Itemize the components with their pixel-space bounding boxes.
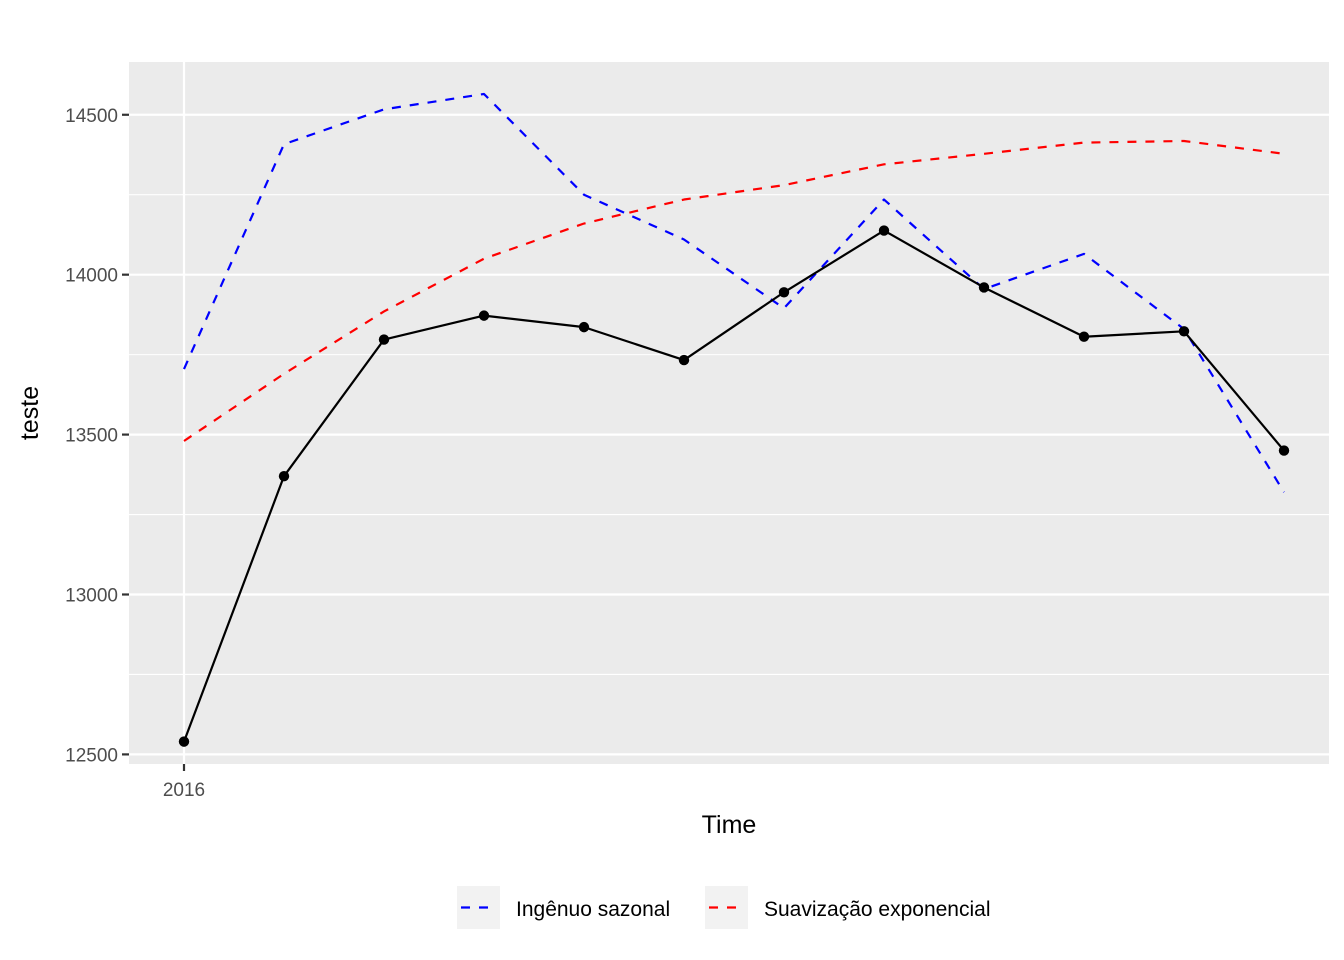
- series-line-suavizacao-exponencial: [183, 139, 1285, 442]
- x-tick-label: 2016: [163, 780, 205, 801]
- observed-point: [1178, 326, 1190, 337]
- minor-grid: [129, 194, 1329, 676]
- y-tick-label: 14500: [65, 106, 118, 127]
- observed-point: [1078, 331, 1090, 342]
- observed-point: [378, 334, 390, 345]
- observed-point: [778, 287, 790, 298]
- y-tick-label: 12500: [65, 745, 118, 766]
- y-tick-label: 14000: [65, 266, 118, 287]
- observed-point: [278, 470, 290, 482]
- y-tick-label: 13000: [65, 585, 118, 606]
- x-axis: 2016: [163, 764, 205, 801]
- observed-point: [178, 736, 190, 747]
- y-axis-title: teste: [16, 386, 44, 440]
- series-layer: [182, 92, 1285, 493]
- observed-point: [678, 354, 690, 366]
- observed-point: [878, 225, 890, 236]
- observed-point: [1278, 445, 1290, 456]
- observed-line: [182, 229, 1285, 743]
- x-axis-title: Time: [702, 811, 757, 839]
- major-grid: [129, 62, 1329, 764]
- legend-label: Suavização exponencial: [764, 898, 991, 921]
- legend-label: Ingênuo sazonal: [516, 898, 670, 921]
- y-tick-label: 13500: [65, 426, 118, 447]
- plot-panel: [129, 62, 1329, 764]
- observed-point: [978, 282, 990, 293]
- observed-point: [478, 310, 490, 321]
- legend: Ingênuo sazonal Suavização exponencial: [457, 886, 991, 929]
- legend-entry: Suavização exponencial: [705, 886, 991, 929]
- observed-series: [178, 225, 1290, 747]
- legend-entry: Ingênuo sazonal: [457, 886, 670, 929]
- y-axis: 12500 13000 13500 14000 14500: [65, 106, 129, 766]
- observed-point: [578, 321, 590, 333]
